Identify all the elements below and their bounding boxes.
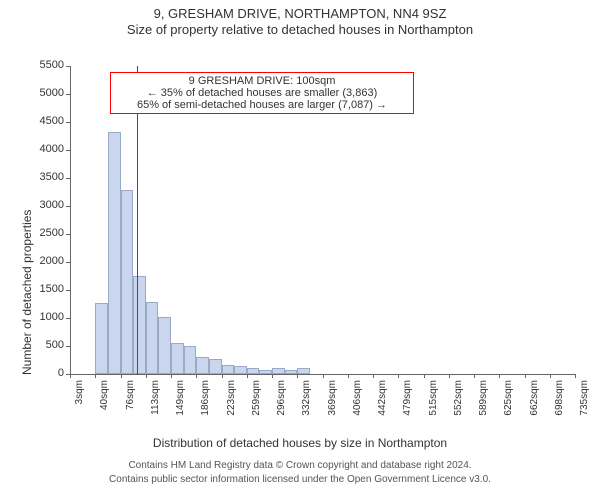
x-tick-mark <box>525 374 526 378</box>
x-tick-label: 369sqm <box>327 380 338 416</box>
x-tick-mark <box>575 374 576 378</box>
histogram-bar <box>234 366 247 374</box>
y-axis-label: Number of detached properties <box>20 210 34 375</box>
histogram-bar <box>171 343 184 374</box>
x-tick-mark <box>499 374 500 378</box>
x-tick-label: 442sqm <box>377 380 388 416</box>
y-tick-label: 1000 <box>40 311 70 323</box>
x-tick-label: 735sqm <box>579 380 590 416</box>
x-tick-mark <box>323 374 324 378</box>
histogram-bar <box>285 370 298 374</box>
histogram-bar <box>133 276 146 374</box>
x-tick-label: 662sqm <box>529 380 540 416</box>
x-tick-mark <box>146 374 147 378</box>
x-tick-label: 589sqm <box>478 380 489 416</box>
x-tick-mark <box>424 374 425 378</box>
x-tick-mark <box>449 374 450 378</box>
histogram-bar <box>158 317 171 374</box>
y-tick-mark <box>66 346 70 347</box>
x-tick-label: 149sqm <box>175 380 186 416</box>
y-tick-label: 4500 <box>40 115 70 127</box>
x-tick-label: 625sqm <box>503 380 514 416</box>
annotation-line: 9 GRESHAM DRIVE: 100sqm <box>117 75 407 87</box>
footer-line2: Contains public sector information licen… <box>0 474 600 485</box>
histogram-bar <box>297 368 310 374</box>
histogram-bar <box>209 359 222 374</box>
histogram-bar <box>222 365 235 374</box>
x-tick-label: 113sqm <box>150 380 161 415</box>
x-tick-mark <box>247 374 248 378</box>
histogram-bar <box>146 302 159 374</box>
x-tick-label: 259sqm <box>251 380 262 416</box>
y-tick-label: 2000 <box>40 255 70 267</box>
histogram-bar <box>259 370 272 374</box>
y-tick-label: 4000 <box>40 143 70 155</box>
x-tick-mark <box>474 374 475 378</box>
y-tick-mark <box>66 290 70 291</box>
x-tick-label: 40sqm <box>99 380 110 410</box>
x-tick-mark <box>297 374 298 378</box>
x-tick-label: 479sqm <box>402 380 413 416</box>
y-tick-label: 5000 <box>40 87 70 99</box>
y-tick-label: 0 <box>58 367 70 379</box>
x-tick-mark <box>373 374 374 378</box>
y-tick-mark <box>66 122 70 123</box>
x-tick-mark <box>550 374 551 378</box>
x-tick-mark <box>196 374 197 378</box>
annotation-line: ← 35% of detached houses are smaller (3,… <box>117 87 407 99</box>
y-tick-mark <box>66 262 70 263</box>
x-tick-mark <box>398 374 399 378</box>
x-axis-label: Distribution of detached houses by size … <box>0 436 600 450</box>
histogram-bar <box>121 190 134 374</box>
y-tick-label: 2500 <box>40 227 70 239</box>
x-tick-label: 76sqm <box>125 380 136 410</box>
histogram-bar <box>108 132 121 374</box>
histogram-bar <box>196 357 209 374</box>
histogram-bar <box>272 368 285 374</box>
y-tick-mark <box>66 178 70 179</box>
y-tick-label: 500 <box>46 339 70 351</box>
x-tick-mark <box>272 374 273 378</box>
x-tick-label: 296sqm <box>276 380 287 416</box>
x-tick-mark <box>222 374 223 378</box>
footer-line1: Contains HM Land Registry data © Crown c… <box>0 460 600 471</box>
y-tick-mark <box>66 318 70 319</box>
x-tick-label: 186sqm <box>200 380 211 416</box>
y-tick-mark <box>66 94 70 95</box>
x-tick-mark <box>121 374 122 378</box>
x-tick-label: 223sqm <box>226 380 237 416</box>
y-tick-label: 5500 <box>40 59 70 71</box>
x-tick-mark <box>348 374 349 378</box>
histogram-bar <box>95 303 108 374</box>
y-tick-mark <box>66 206 70 207</box>
x-tick-label: 698sqm <box>554 380 565 416</box>
x-tick-label: 515sqm <box>428 380 439 416</box>
y-tick-label: 1500 <box>40 283 70 295</box>
chart-title-line2: Size of property relative to detached ho… <box>0 22 600 37</box>
x-tick-mark <box>95 374 96 378</box>
y-tick-mark <box>66 66 70 67</box>
x-tick-label: 552sqm <box>453 380 464 416</box>
y-axis-line <box>70 66 71 374</box>
x-tick-label: 3sqm <box>74 380 85 404</box>
histogram-bar <box>184 346 197 374</box>
x-tick-mark <box>70 374 71 378</box>
x-tick-label: 332sqm <box>301 380 312 416</box>
annotation-line: 65% of semi-detached houses are larger (… <box>117 99 407 111</box>
annotation-box: 9 GRESHAM DRIVE: 100sqm ← 35% of detache… <box>110 72 414 114</box>
y-tick-mark <box>66 150 70 151</box>
histogram-bar <box>247 368 260 374</box>
x-tick-label: 406sqm <box>352 380 363 416</box>
x-tick-mark <box>171 374 172 378</box>
y-tick-label: 3000 <box>40 199 70 211</box>
chart-title-line1: 9, GRESHAM DRIVE, NORTHAMPTON, NN4 9SZ <box>0 6 600 21</box>
y-tick-mark <box>66 234 70 235</box>
y-tick-label: 3500 <box>40 171 70 183</box>
